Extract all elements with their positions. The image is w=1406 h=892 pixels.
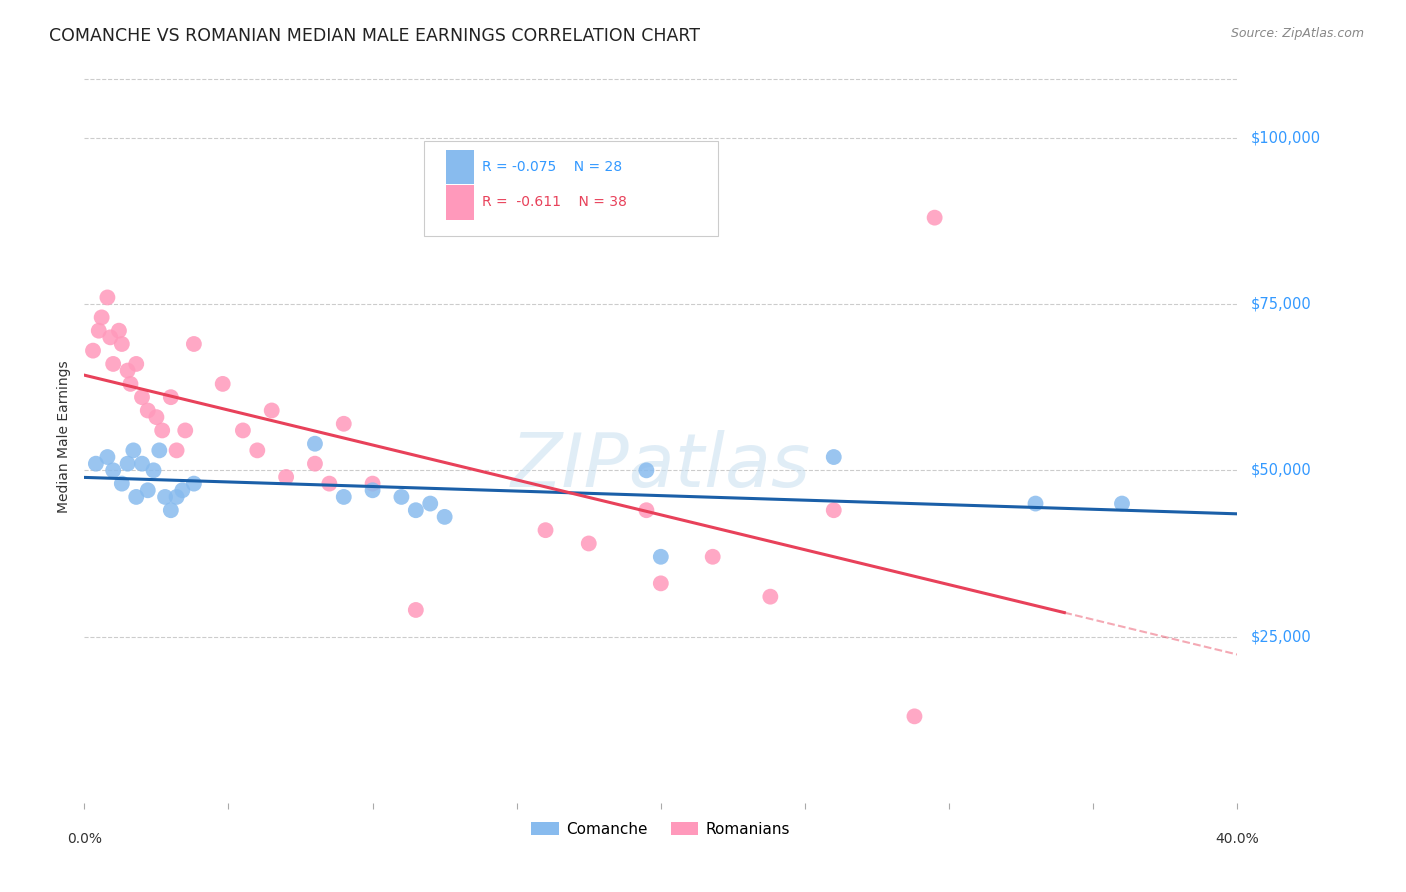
Point bbox=[823, 503, 845, 517]
Point bbox=[759, 590, 782, 604]
Point bbox=[125, 490, 148, 504]
Point bbox=[96, 290, 118, 304]
Text: COMANCHE VS ROMANIAN MEDIAN MALE EARNINGS CORRELATION CHART: COMANCHE VS ROMANIAN MEDIAN MALE EARNING… bbox=[49, 27, 700, 45]
Point bbox=[1111, 497, 1133, 511]
Text: Source: ZipAtlas.com: Source: ZipAtlas.com bbox=[1230, 27, 1364, 40]
Point bbox=[111, 476, 134, 491]
Point bbox=[122, 443, 145, 458]
Text: R = -0.075    N = 28: R = -0.075 N = 28 bbox=[482, 161, 623, 174]
Point bbox=[304, 457, 326, 471]
Point bbox=[111, 337, 134, 351]
Point bbox=[131, 457, 153, 471]
Text: $50,000: $50,000 bbox=[1251, 463, 1312, 478]
Point bbox=[108, 324, 131, 338]
Point bbox=[131, 390, 153, 404]
Point bbox=[903, 709, 925, 723]
Point bbox=[103, 463, 124, 477]
Point bbox=[117, 363, 139, 377]
Legend: Comanche, Romanians: Comanche, Romanians bbox=[524, 815, 797, 843]
Point bbox=[333, 490, 356, 504]
Point bbox=[246, 443, 269, 458]
Point bbox=[150, 424, 173, 438]
Point bbox=[405, 603, 427, 617]
Point bbox=[318, 476, 340, 491]
Point bbox=[260, 403, 283, 417]
Point bbox=[232, 424, 254, 438]
Point bbox=[276, 470, 298, 484]
Point bbox=[419, 497, 441, 511]
Point bbox=[391, 490, 413, 504]
Point bbox=[172, 483, 194, 498]
Text: $25,000: $25,000 bbox=[1251, 629, 1312, 644]
Point bbox=[90, 310, 112, 325]
Y-axis label: Median Male Earnings: Median Male Earnings bbox=[58, 360, 72, 514]
Point bbox=[160, 503, 183, 517]
Text: ZIPatlas: ZIPatlas bbox=[510, 430, 811, 502]
Point bbox=[636, 463, 658, 477]
Point bbox=[136, 403, 159, 417]
Text: 0.0%: 0.0% bbox=[67, 832, 101, 846]
Point bbox=[153, 490, 176, 504]
Point bbox=[160, 390, 183, 404]
Point bbox=[361, 483, 384, 498]
Point bbox=[183, 337, 205, 351]
Point bbox=[98, 330, 121, 344]
Point bbox=[136, 483, 159, 498]
Point bbox=[96, 450, 118, 464]
FancyBboxPatch shape bbox=[446, 186, 474, 219]
Point bbox=[166, 443, 188, 458]
Point bbox=[650, 576, 672, 591]
Text: $75,000: $75,000 bbox=[1251, 297, 1312, 311]
Point bbox=[578, 536, 600, 550]
Text: $100,000: $100,000 bbox=[1251, 130, 1322, 145]
Point bbox=[534, 523, 557, 537]
Point bbox=[304, 436, 326, 450]
Point bbox=[636, 503, 658, 517]
Point bbox=[166, 490, 188, 504]
Point bbox=[145, 410, 167, 425]
Point bbox=[148, 443, 170, 458]
Point bbox=[125, 357, 148, 371]
Point bbox=[924, 211, 946, 225]
Point bbox=[117, 457, 139, 471]
Point bbox=[120, 376, 142, 391]
Point bbox=[174, 424, 197, 438]
Point bbox=[405, 503, 427, 517]
Point bbox=[433, 509, 456, 524]
Point bbox=[333, 417, 356, 431]
Point bbox=[183, 476, 205, 491]
Point bbox=[84, 457, 107, 471]
Point bbox=[87, 324, 110, 338]
Point bbox=[361, 476, 384, 491]
Point bbox=[702, 549, 724, 564]
Point bbox=[1025, 497, 1047, 511]
Point bbox=[82, 343, 104, 358]
Point bbox=[103, 357, 124, 371]
Point bbox=[142, 463, 165, 477]
Point bbox=[823, 450, 845, 464]
FancyBboxPatch shape bbox=[425, 141, 718, 235]
Text: R =  -0.611    N = 38: R = -0.611 N = 38 bbox=[482, 195, 627, 210]
Text: 40.0%: 40.0% bbox=[1215, 832, 1260, 846]
Point bbox=[211, 376, 233, 391]
Point bbox=[650, 549, 672, 564]
FancyBboxPatch shape bbox=[446, 150, 474, 184]
